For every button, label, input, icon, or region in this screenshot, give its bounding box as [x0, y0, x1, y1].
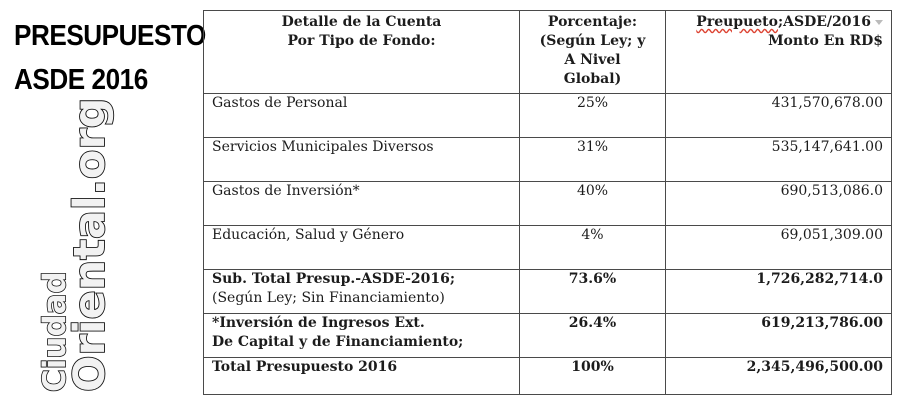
- row-label: Servicios Municipales Diversos: [203, 137, 520, 182]
- budget-table: Detalle de la Cuenta Por Tipo de Fondo: …: [203, 10, 892, 395]
- watermark: Ciudad Oriental.org: [36, 97, 116, 393]
- subtotal-row: Sub. Total Presup.-ASDE-2016; (Según Ley…: [203, 269, 892, 314]
- investment-percent: 26.4%: [519, 313, 666, 358]
- total-row: Total Presupuesto 2016 100% 2,345,496,50…: [203, 357, 892, 395]
- row-amount: 535,147,641.00: [665, 137, 892, 182]
- investment-row: *Inversión de Ingresos Ext. De Capital y…: [203, 313, 892, 358]
- header-percentage-line-2: (Según Ley; y: [539, 33, 646, 49]
- investment-amount: 619,213,786.00: [665, 313, 892, 358]
- total-percent: 100%: [519, 357, 666, 395]
- row-label: Gastos de Inversión*: [203, 181, 520, 226]
- header-percentage: Porcentaje: (Según Ley; y A Nivel Global…: [519, 10, 666, 94]
- page-title: PRESUPUESTO ASDE 2016: [14, 14, 206, 102]
- table-header-row: Detalle de la Cuenta Por Tipo de Fondo: …: [203, 10, 892, 94]
- title-line-2: ASDE 2016: [14, 64, 148, 96]
- header-amount: Preupueto;ASDE/2016 Monto En RD$: [665, 10, 892, 94]
- total-label: Total Presupuesto 2016: [203, 357, 520, 395]
- total-amount: 2,345,496,500.00: [665, 357, 892, 395]
- row-amount: 690,513,086.0: [665, 181, 892, 226]
- header-amount-line-1: Preupueto;ASDE/2016: [674, 13, 883, 32]
- row-amount: 69,051,309.00: [665, 225, 892, 270]
- row-percent: 40%: [519, 181, 666, 226]
- row-percent: 4%: [519, 225, 666, 270]
- subtotal-amount: 1,726,282,714.0: [665, 269, 892, 314]
- title-line-1: PRESUPUESTO: [14, 20, 206, 52]
- header-account-line-1: Detalle de la Cuenta: [281, 14, 442, 30]
- header-percentage-line-3: A Nivel: [564, 52, 621, 68]
- header-account-line-2: Por Tipo de Fondo:: [287, 33, 436, 49]
- watermark-line-2: Oriental.org: [64, 97, 116, 393]
- subtotal-label-line-1: Sub. Total Presup.-ASDE-2016;: [212, 271, 456, 287]
- header-amount-misspelled-word: Preupueto: [696, 14, 778, 30]
- investment-label: *Inversión de Ingresos Ext. De Capital y…: [203, 313, 520, 358]
- subtotal-percent: 73.6%: [519, 269, 666, 314]
- row-percent: 25%: [519, 93, 666, 138]
- header-percentage-line-1: Porcentaje:: [547, 14, 638, 30]
- chevron-down-icon: [875, 19, 883, 25]
- subtotal-label: Sub. Total Presup.-ASDE-2016; (Según Ley…: [203, 269, 520, 314]
- header-account-detail: Detalle de la Cuenta Por Tipo de Fondo:: [203, 10, 520, 94]
- row-label: Gastos de Personal: [203, 93, 520, 138]
- table-row: Gastos de Personal 25% 431,570,678.00: [203, 93, 892, 138]
- table-row: Servicios Municipales Diversos 31% 535,1…: [203, 137, 892, 182]
- investment-label-line-1: *Inversión de Ingresos Ext.: [212, 315, 425, 331]
- investment-label-line-2: De Capital y de Financiamiento;: [212, 334, 464, 350]
- header-percentage-line-4: Global): [563, 71, 622, 87]
- table-row: Gastos de Inversión* 40% 690,513,086.0: [203, 181, 892, 226]
- row-percent: 31%: [519, 137, 666, 182]
- row-amount: 431,570,678.00: [665, 93, 892, 138]
- header-amount-line-1-suffix: ;ASDE/2016: [777, 14, 871, 30]
- row-label: Educación, Salud y Género: [203, 225, 520, 270]
- table-row: Educación, Salud y Género 4% 69,051,309.…: [203, 225, 892, 270]
- subtotal-label-line-2: (Según Ley; Sin Financiamiento): [212, 290, 445, 306]
- header-amount-line-2: Monto En RD$: [768, 33, 883, 49]
